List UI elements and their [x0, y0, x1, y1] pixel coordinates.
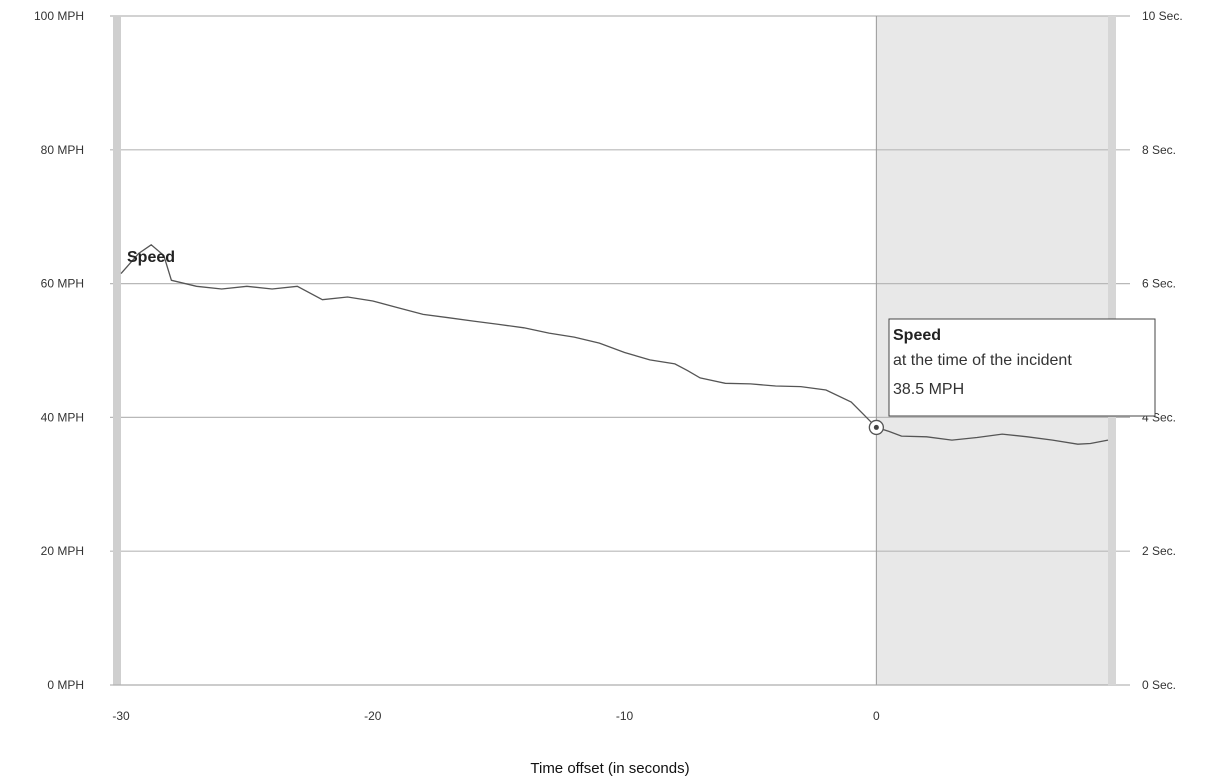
x-axis-title: Time offset (in seconds)	[530, 760, 689, 777]
tooltip-description: at the time of the incident	[893, 352, 1072, 369]
incident-point-dot	[873, 424, 879, 430]
y-tick-label-left: 40 MPH	[41, 410, 84, 424]
y-tick-label-right: 8 Sec.	[1142, 143, 1176, 157]
y-axis-right-ticks: 0 Sec.2 Sec.4 Sec.6 Sec.8 Sec.10 Sec.	[1142, 9, 1183, 692]
y-tick-label-right: 6 Sec.	[1142, 277, 1176, 291]
incident-tooltip: Speed at the time of the incident 38.5 M…	[888, 318, 1156, 417]
y-tick-label-left: 60 MPH	[41, 277, 84, 291]
speed-series-label: Speed	[127, 249, 175, 266]
y-tick-label-left: 0 MPH	[47, 678, 84, 692]
y-tick-label-right: 10 Sec.	[1142, 9, 1183, 23]
tooltip-value: 38.5 MPH	[893, 381, 964, 398]
tooltip-box	[888, 318, 1156, 417]
x-tick-label: -30	[112, 709, 130, 723]
y-tick-label-right: 2 Sec.	[1142, 544, 1176, 558]
x-tick-label: -20	[364, 709, 382, 723]
y-tick-label-left: 20 MPH	[41, 544, 84, 558]
left-edge-band	[113, 16, 121, 685]
x-axis-ticks: -30 -20 -10 0	[112, 709, 880, 723]
y-tick-label-left: 100 MPH	[34, 9, 84, 23]
x-tick-label: -10	[616, 709, 634, 723]
y-tick-label-left: 80 MPH	[41, 143, 84, 157]
y-axis-left-ticks: 0 MPH 20 MPH 40 MPH 60 MPH 80 MPH 100 MPH	[34, 9, 84, 692]
x-tick-label: 0	[873, 709, 880, 723]
tooltip-title: Speed	[893, 327, 941, 344]
speed-series-line	[120, 243, 1109, 445]
y-tick-label-right: 0 Sec.	[1142, 678, 1176, 692]
